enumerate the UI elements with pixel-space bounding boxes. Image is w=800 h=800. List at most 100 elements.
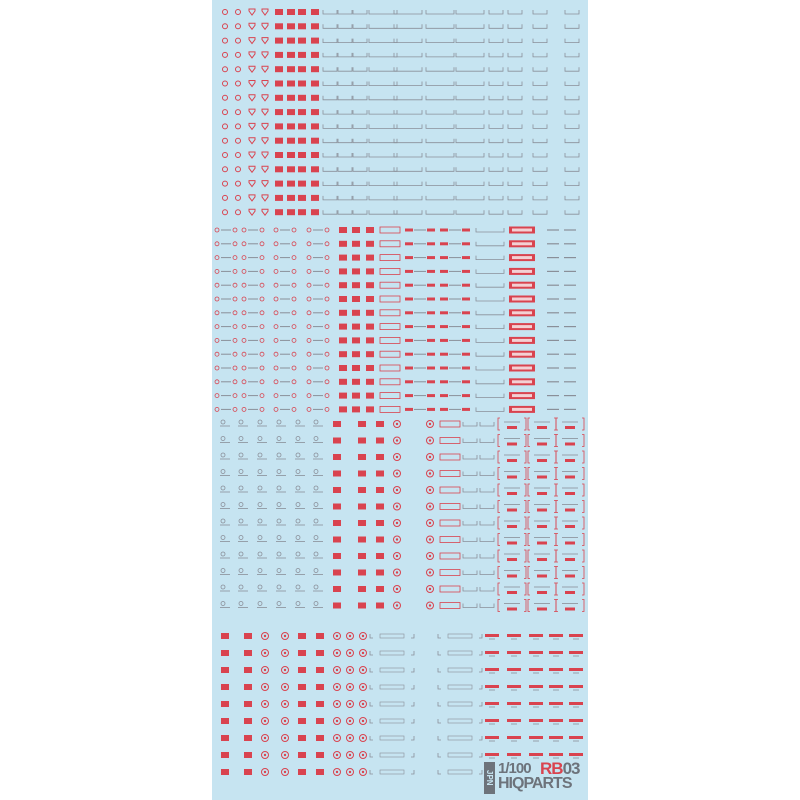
bracket-decal: [352, 38, 368, 43]
red-block-decal: [298, 80, 306, 87]
red-block-decal: [275, 80, 283, 87]
ring-decal: [232, 337, 238, 343]
bracket-decal: [368, 95, 398, 101]
target-decal: [395, 455, 399, 459]
target-decal: [263, 685, 267, 689]
red-block-decal: [298, 667, 306, 673]
ring-decal: [214, 324, 220, 330]
ring-decal: [259, 227, 265, 233]
red-block-decal: [537, 459, 547, 462]
ring-decal: [235, 194, 241, 201]
red-block-decal: [298, 66, 306, 73]
icon-decal: [276, 584, 282, 590]
red-block-decal: [376, 520, 384, 526]
red-bar-decal: [427, 338, 435, 342]
icon-decal: [313, 518, 319, 524]
red-block-decal: [352, 254, 360, 261]
icon-decal: [257, 568, 263, 573]
bracket-decal: [564, 124, 580, 129]
shield-decal: [261, 94, 269, 102]
red-block-decal: [275, 23, 283, 30]
icon-decal: [220, 568, 226, 573]
target-decal: [428, 439, 432, 442]
red-block-decal: [339, 227, 347, 233]
bracket-decal: [352, 10, 368, 15]
ring-decal: [222, 209, 228, 216]
bracket-decal: [507, 52, 523, 58]
red-block-decal: [311, 37, 319, 44]
red-block-decal: [244, 633, 252, 639]
target-decal: [261, 632, 269, 640]
red-block-decal: [339, 378, 347, 385]
warning-strip-decal: [512, 338, 532, 342]
bracket-decal: [532, 181, 548, 186]
bracket-decal: [479, 570, 495, 575]
red-block-decal: [339, 254, 347, 261]
bracket-decal: [393, 138, 423, 144]
red-block-decal: [316, 667, 324, 673]
bracket-decal: [437, 651, 483, 656]
red-bar-decal: [405, 256, 413, 260]
bracket-decal: [455, 10, 485, 15]
ring-decal: [222, 9, 228, 15]
shield-decal: [248, 151, 256, 159]
bracket-decal: [368, 67, 398, 72]
shield-decal: [248, 51, 256, 59]
target-decal: [395, 488, 399, 492]
box-decal: [379, 684, 405, 690]
bracket-decal: [425, 167, 455, 172]
target-decal: [281, 632, 289, 640]
bracket-decal: [437, 634, 483, 639]
target-decal: [393, 535, 401, 544]
target-decal: [281, 700, 289, 708]
red-block-decal: [339, 323, 347, 330]
red-bar-decal: [462, 228, 470, 232]
bracket-decal: [479, 422, 495, 427]
warning-strip-decal: [512, 366, 532, 370]
warning-strip-decal: [512, 242, 532, 246]
red-block-decal: [275, 37, 283, 44]
warning-strip-decal: [512, 325, 532, 329]
red-block-decal: [333, 586, 341, 592]
red-bar-decal: [440, 242, 448, 246]
bracket-decal: [462, 471, 478, 476]
red-block-decal: [537, 558, 547, 561]
red-block-decal: [275, 180, 283, 187]
ring-decal: [291, 365, 297, 371]
ring-decal: [222, 166, 228, 173]
target-decal: [261, 700, 269, 708]
box-decal: [379, 378, 401, 386]
ring-decal: [324, 268, 330, 274]
icon-decal: [313, 436, 319, 441]
red-block-decal: [244, 667, 252, 673]
target-decal: [281, 666, 289, 674]
ring-decal: [259, 365, 265, 371]
ring-decal: [214, 406, 220, 412]
red-block-decal: [366, 365, 374, 371]
red-block-decal: [221, 752, 229, 758]
ring-decal: [241, 255, 247, 261]
red-text-decal: [485, 668, 499, 671]
bracket-decal: [564, 95, 580, 101]
ring-decal: [291, 255, 297, 261]
bracket-decal: [455, 81, 485, 86]
ring-decal: [324, 324, 330, 330]
target-decal: [281, 768, 289, 776]
bracket-decal: [322, 153, 338, 158]
target-decal: [359, 632, 367, 640]
red-block-decal: [311, 9, 319, 15]
target-decal: [263, 770, 267, 774]
target-decal: [426, 469, 434, 478]
shield-decal: [261, 80, 269, 88]
ring-decal: [235, 66, 241, 73]
bracket-decal: [368, 10, 398, 15]
red-block-decal: [537, 508, 547, 512]
red-bar-decal: [462, 394, 470, 398]
red-text-decal: [569, 634, 583, 637]
bracket-decal: [368, 38, 398, 43]
icon-decal: [220, 452, 226, 458]
bracket-decal: [322, 124, 338, 129]
target-decal: [395, 422, 399, 426]
bracket-decal: [352, 138, 368, 144]
bracket-decal: [352, 110, 368, 115]
